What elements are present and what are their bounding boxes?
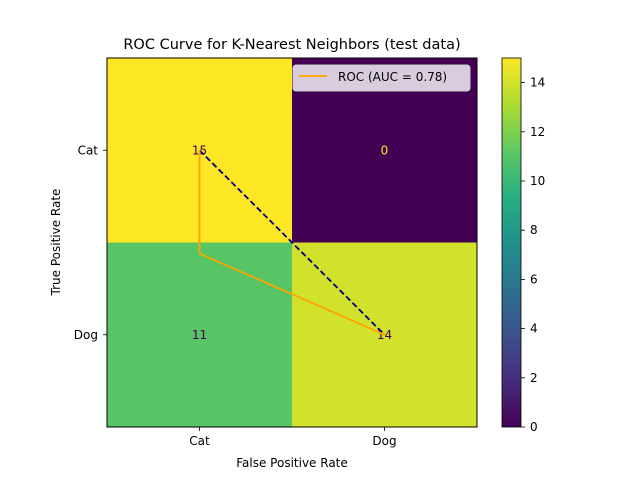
y-axis-label: True Positive Rate bbox=[49, 189, 63, 297]
colorbar-tick-label: 6 bbox=[530, 272, 538, 286]
plot-frame bbox=[106, 57, 478, 428]
y-tick-label: Cat bbox=[78, 143, 99, 157]
roc-curve-line bbox=[198, 150, 385, 336]
chance-diagonal-line bbox=[198, 149, 386, 336]
colorbar-tick-label: 14 bbox=[530, 76, 545, 90]
x-tick-label: Dog bbox=[372, 434, 396, 448]
colorbar-tick-label: 8 bbox=[530, 223, 538, 237]
colorbar-tick-label: 10 bbox=[530, 174, 545, 188]
legend-box bbox=[292, 64, 471, 92]
x-axis-label: False Positive Rate bbox=[236, 456, 348, 470]
cell-value-label: 11 bbox=[192, 328, 207, 342]
x-axis-ticks: Cat Dog bbox=[189, 427, 397, 448]
cell-value-label: 0 bbox=[381, 143, 389, 157]
colorbar-ticks: 0 2 4 6 8 10 12 14 bbox=[521, 76, 545, 434]
colorbar-tick-label: 2 bbox=[530, 371, 538, 385]
colorbar-tick-label: 4 bbox=[530, 322, 538, 336]
legend-roc-label: ROC (AUC = 0.78) bbox=[338, 70, 447, 84]
colorbar-tick-label: 12 bbox=[530, 125, 545, 139]
y-tick-label: Dog bbox=[74, 328, 98, 342]
colorbar bbox=[501, 57, 522, 428]
x-tick-label: Cat bbox=[189, 434, 210, 448]
roc-lines bbox=[198, 149, 386, 336]
y-axis-ticks: Cat Dog bbox=[74, 143, 107, 342]
colorbar-tick-label: 0 bbox=[530, 420, 538, 434]
chart-title: ROC Curve for K-Nearest Neighbors (test … bbox=[123, 37, 460, 53]
heatmap-cell bbox=[107, 242, 292, 427]
legend: ROC (AUC = 0.78) bbox=[292, 64, 471, 92]
